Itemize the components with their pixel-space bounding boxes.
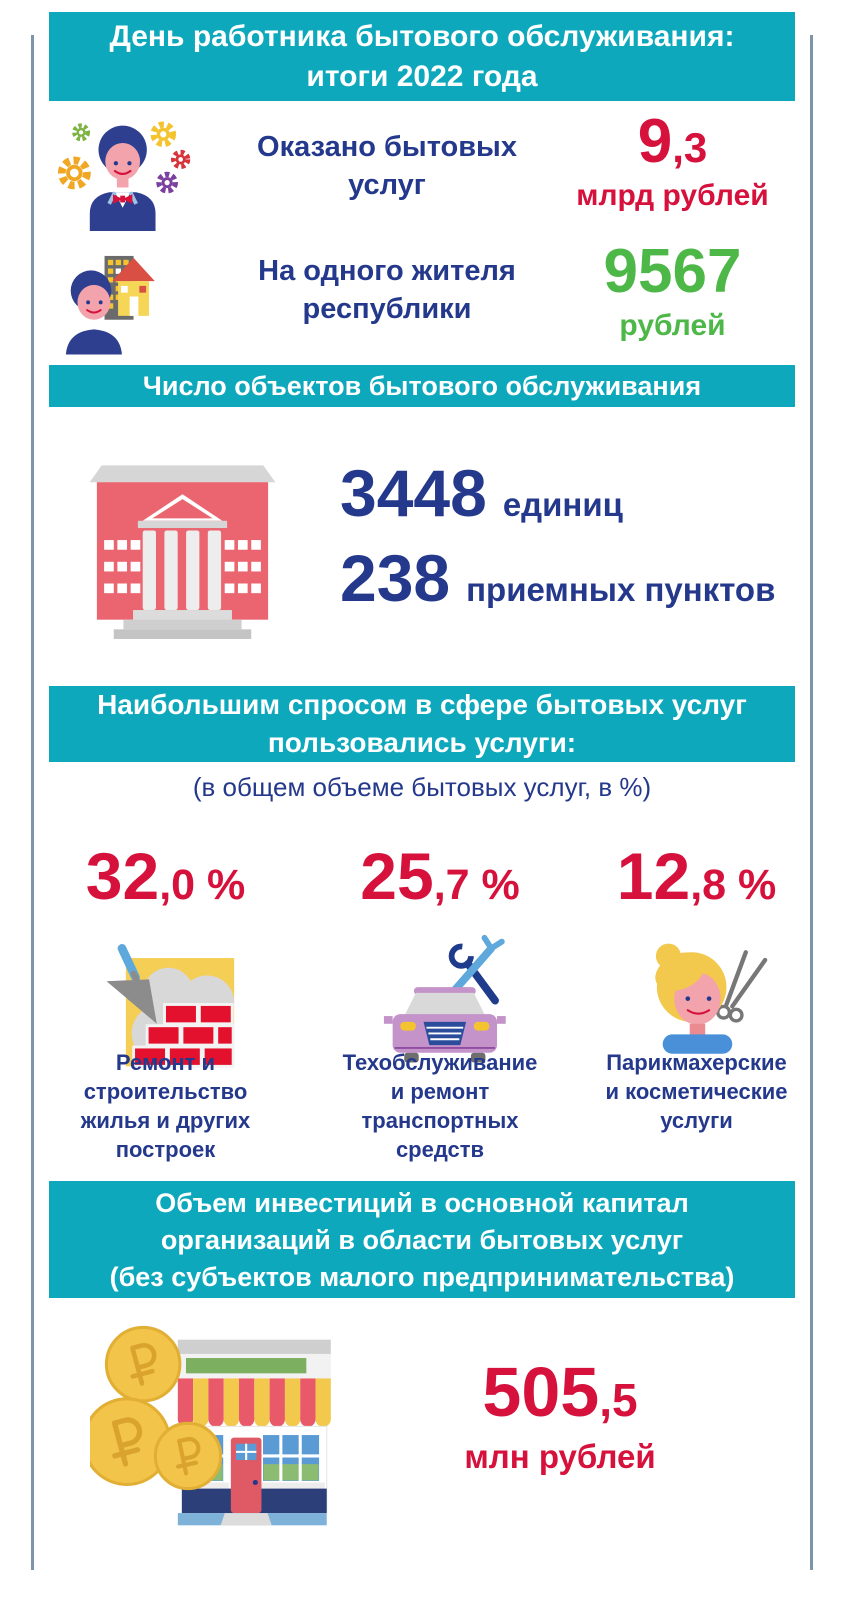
services-total-label: Оказано бытовых услуг [212,128,562,204]
demand-banner-line1: Наибольшим спросом в сфере бытовых услуг [97,689,747,720]
objects-units-value: 3448 [340,456,487,530]
per-capita-label-line2: республики [302,293,472,325]
investments-banner-line3: (без субъектов малого предпринимательств… [109,1262,735,1292]
demand-banner: Наибольшим спросом в сфере бытовых услуг… [49,686,795,762]
investments-value-small: ,5 [599,1374,638,1426]
resident-with-houses-icon [65,255,155,355]
car-repair-icon [383,934,506,1062]
objects-points-value: 238 [340,541,451,615]
services-total-label-line1: Оказано бытовых [257,131,517,163]
services-total-unit: млрд рублей [576,179,769,212]
construction-trowel-bricks-icon [106,943,235,1068]
services-total-value-big: 9 [637,107,673,176]
percent-car-small: ,7 % [433,861,520,909]
service-icons-row [49,928,795,1078]
title-line-1: День работника бытового обслуживания: [109,20,735,53]
shop-with-ruble-coins-icon [90,1325,331,1526]
per-capita-label: На одного жителя республики [212,252,562,328]
per-capita-unit: рублей [619,309,726,342]
demand-banner-line2: пользовались услуги: [267,727,577,758]
investments-banner: Объем инвестиций в основной капитал орга… [49,1181,795,1298]
classical-building-icon [89,465,276,639]
hairdresser-icon [655,943,768,1054]
percent-car-big: 25 [360,839,434,913]
investments-unit: млн рублей [464,1438,656,1475]
objects-units-row: 3448 единиц [340,455,623,531]
percent-hairdresser: 12,8 % [598,838,795,914]
objects-banner: Число объектов бытового обслуживания [49,365,795,407]
service-captions-row: Ремонт и строительство жилья и других по… [49,1048,795,1164]
title-line-2: итоги 2022 года [306,60,538,93]
percent-car: 25,7 % [282,838,598,914]
per-capita-value: 9567 рублей [555,236,790,343]
percent-construction: 32,0 % [49,838,282,914]
percent-construction-big: 32 [85,839,160,913]
caption-car: Техобслуживание и ремонт транспортных ср… [342,1050,538,1162]
right-border-line [810,35,813,1570]
per-capita-label-line1: На одного жителя [258,255,516,287]
investments-value: 505,5 млн рублей [420,1352,700,1476]
caption-hairdresser: Парикмахерские и косметические услуги [605,1050,788,1133]
title-banner: День работника бытового обслуживания: ит… [49,12,795,101]
percent-hairdresser-small: ,8 % [690,861,777,909]
investments-banner-line1: Объем инвестиций в основной капитал [155,1188,689,1218]
left-border-line [31,35,34,1570]
percent-row: 32,0 % 25,7 % 12,8 % [49,838,795,914]
worker-with-gears-icon [57,121,191,231]
demand-subtitle: (в общем объеме бытовых услуг, в %) [192,772,652,802]
per-capita-value-number: 9567 [603,237,742,306]
investments-banner-line2: организаций в области бытовых услуг [160,1225,684,1255]
services-total-label-line2: услуг [348,169,426,201]
percent-construction-small: ,0 % [159,861,246,909]
objects-units-label: единиц [502,486,623,523]
services-total-value-small: ,3 [672,124,708,171]
objects-points-label: приемных пунктов [466,571,776,608]
objects-points-row: 238 приемных пунктов [340,540,775,616]
caption-construction: Ремонт и строительство жилья и других по… [80,1050,251,1162]
services-total-value: 9,3 млрд рублей [555,106,790,213]
investments-value-big: 505 [482,1353,600,1431]
percent-hairdresser-big: 12 [616,839,691,913]
